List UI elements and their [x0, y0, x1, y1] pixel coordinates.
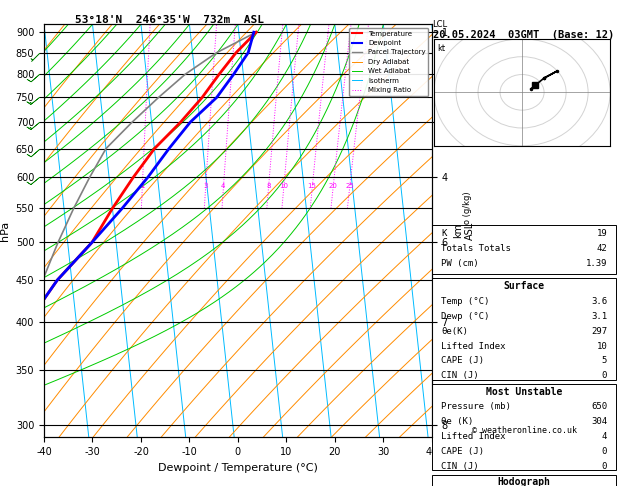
Text: 4: 4	[602, 432, 607, 441]
Text: 8: 8	[266, 183, 270, 190]
Text: 0: 0	[602, 371, 607, 381]
Text: Hodograph: Hodograph	[498, 477, 550, 486]
Text: PW (cm): PW (cm)	[441, 259, 479, 267]
Text: Lifted Index: Lifted Index	[441, 342, 506, 350]
X-axis label: Dewpoint / Temperature (°C): Dewpoint / Temperature (°C)	[158, 463, 318, 473]
Text: Most Unstable: Most Unstable	[486, 386, 562, 397]
Text: 19: 19	[596, 229, 607, 238]
Legend: Temperature, Dewpoint, Parcel Trajectory, Dry Adiabat, Wet Adiabat, Isotherm, Mi: Temperature, Dewpoint, Parcel Trajectory…	[349, 28, 428, 96]
Text: θe (K): θe (K)	[441, 417, 473, 426]
Text: LCL: LCL	[431, 20, 447, 29]
Text: CAPE (J): CAPE (J)	[441, 356, 484, 365]
Y-axis label: km
ASL: km ASL	[454, 222, 475, 240]
Y-axis label: hPa: hPa	[0, 221, 10, 241]
Text: 10: 10	[596, 342, 607, 350]
Text: Pressure (mb): Pressure (mb)	[441, 402, 511, 411]
Text: 304: 304	[591, 417, 607, 426]
FancyBboxPatch shape	[431, 225, 616, 274]
Text: 4: 4	[221, 183, 225, 190]
Text: Totals Totals: Totals Totals	[441, 243, 511, 253]
Text: 1: 1	[140, 183, 145, 190]
Text: CIN (J): CIN (J)	[441, 371, 479, 381]
Text: 10: 10	[279, 183, 288, 190]
Text: Mixing Ratio (g/kg): Mixing Ratio (g/kg)	[463, 191, 472, 271]
Text: 20.05.2024  03GMT  (Base: 12): 20.05.2024 03GMT (Base: 12)	[433, 31, 615, 40]
FancyBboxPatch shape	[431, 278, 616, 380]
Text: θe(K): θe(K)	[441, 327, 468, 336]
Text: Surface: Surface	[504, 281, 545, 291]
Text: 1.39: 1.39	[586, 259, 607, 267]
Text: CAPE (J): CAPE (J)	[441, 447, 484, 456]
Text: 297: 297	[591, 327, 607, 336]
Text: kt: kt	[438, 44, 446, 53]
Text: K: K	[441, 229, 447, 238]
FancyBboxPatch shape	[431, 384, 616, 470]
Text: Temp (°C): Temp (°C)	[441, 297, 489, 306]
Text: 3: 3	[203, 183, 208, 190]
Text: 0: 0	[602, 447, 607, 456]
Text: 53°18'N  246°35'W  732m  ASL: 53°18'N 246°35'W 732m ASL	[75, 15, 264, 25]
Text: Dewp (°C): Dewp (°C)	[441, 312, 489, 321]
Text: 42: 42	[596, 243, 607, 253]
Text: 3.6: 3.6	[591, 297, 607, 306]
Text: 25: 25	[345, 183, 354, 190]
Text: CIN (J): CIN (J)	[441, 462, 479, 471]
Text: 650: 650	[591, 402, 607, 411]
FancyBboxPatch shape	[431, 474, 616, 486]
Text: 15: 15	[308, 183, 316, 190]
Text: Lifted Index: Lifted Index	[441, 432, 506, 441]
Text: 5: 5	[602, 356, 607, 365]
Text: 3.1: 3.1	[591, 312, 607, 321]
Text: © weatheronline.co.uk: © weatheronline.co.uk	[472, 426, 577, 435]
Text: 20: 20	[328, 183, 337, 190]
Text: 0: 0	[602, 462, 607, 471]
